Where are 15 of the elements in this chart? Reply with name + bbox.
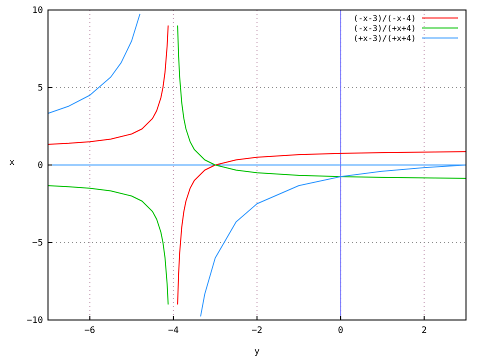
x-tick-label: −6	[84, 326, 96, 336]
y-axis-title: x	[9, 158, 16, 168]
legend-label: (-x-3)/(+x+4)	[353, 24, 416, 33]
x-tick-label: 2	[421, 326, 427, 336]
x-tick-label: −4	[168, 326, 179, 336]
x-tick-label: 0	[338, 326, 344, 336]
legend-label: (+x-3)/(+x+4)	[353, 34, 416, 43]
y-tick-label: −10	[26, 316, 43, 326]
legend-label: (-x-3)/(-x-4)	[353, 14, 416, 23]
y-tick-label: 0	[38, 161, 43, 171]
y-tick-label: 5	[38, 84, 43, 94]
y-tick-label: 10	[32, 6, 43, 16]
x-tick-label: −2	[252, 326, 262, 336]
x-axis-title: y	[254, 347, 260, 357]
y-tick-label: −5	[32, 238, 43, 248]
